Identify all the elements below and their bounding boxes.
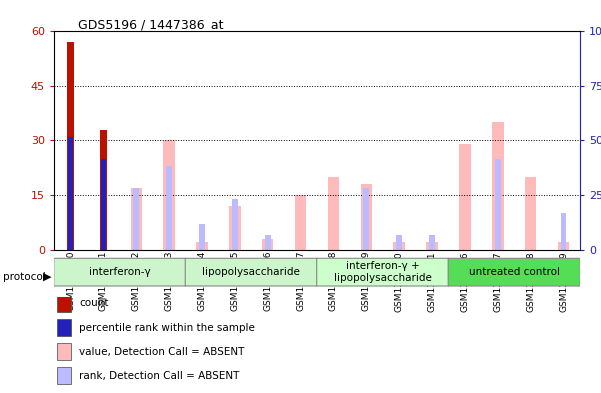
Bar bbox=[67, 42, 74, 250]
Bar bbox=[130, 188, 142, 250]
Bar bbox=[394, 242, 405, 250]
Text: ▶: ▶ bbox=[43, 272, 52, 282]
Bar bbox=[197, 242, 208, 250]
Bar bbox=[56, 343, 72, 360]
Bar bbox=[69, 137, 73, 250]
FancyBboxPatch shape bbox=[185, 258, 317, 286]
Bar bbox=[56, 367, 72, 384]
Bar bbox=[525, 177, 537, 250]
Text: GDS5196 / 1447386_at: GDS5196 / 1447386_at bbox=[78, 18, 224, 31]
Bar bbox=[265, 235, 270, 250]
Bar bbox=[262, 239, 273, 250]
Bar bbox=[361, 184, 372, 250]
Bar bbox=[561, 213, 567, 250]
Bar bbox=[396, 235, 402, 250]
FancyBboxPatch shape bbox=[317, 258, 449, 286]
Text: interferon-γ: interferon-γ bbox=[89, 267, 151, 277]
Bar bbox=[101, 159, 106, 250]
Bar bbox=[232, 198, 238, 250]
Bar bbox=[492, 122, 504, 250]
Bar bbox=[163, 140, 175, 250]
Bar bbox=[558, 242, 569, 250]
Bar bbox=[495, 159, 501, 250]
Text: count: count bbox=[79, 298, 109, 309]
Bar bbox=[364, 188, 369, 250]
Bar bbox=[199, 224, 205, 250]
Bar bbox=[56, 295, 72, 312]
Text: value, Detection Call = ABSENT: value, Detection Call = ABSENT bbox=[79, 347, 245, 356]
FancyBboxPatch shape bbox=[53, 258, 186, 286]
Text: untreated control: untreated control bbox=[469, 267, 560, 277]
Text: lipopolysaccharide: lipopolysaccharide bbox=[203, 267, 300, 277]
Bar bbox=[133, 188, 139, 250]
Bar bbox=[295, 195, 307, 250]
Text: rank, Detection Call = ABSENT: rank, Detection Call = ABSENT bbox=[79, 371, 240, 381]
Bar bbox=[229, 206, 240, 250]
Bar bbox=[328, 177, 339, 250]
FancyBboxPatch shape bbox=[448, 258, 581, 286]
Bar bbox=[100, 130, 107, 250]
Bar bbox=[429, 235, 435, 250]
Bar bbox=[459, 144, 471, 250]
Text: protocol: protocol bbox=[3, 272, 46, 282]
Text: percentile rank within the sample: percentile rank within the sample bbox=[79, 323, 255, 332]
Bar bbox=[166, 166, 172, 250]
Text: interferon-γ +
lipopolysaccharide: interferon-γ + lipopolysaccharide bbox=[334, 261, 432, 283]
Bar bbox=[56, 319, 72, 336]
Bar bbox=[426, 242, 438, 250]
